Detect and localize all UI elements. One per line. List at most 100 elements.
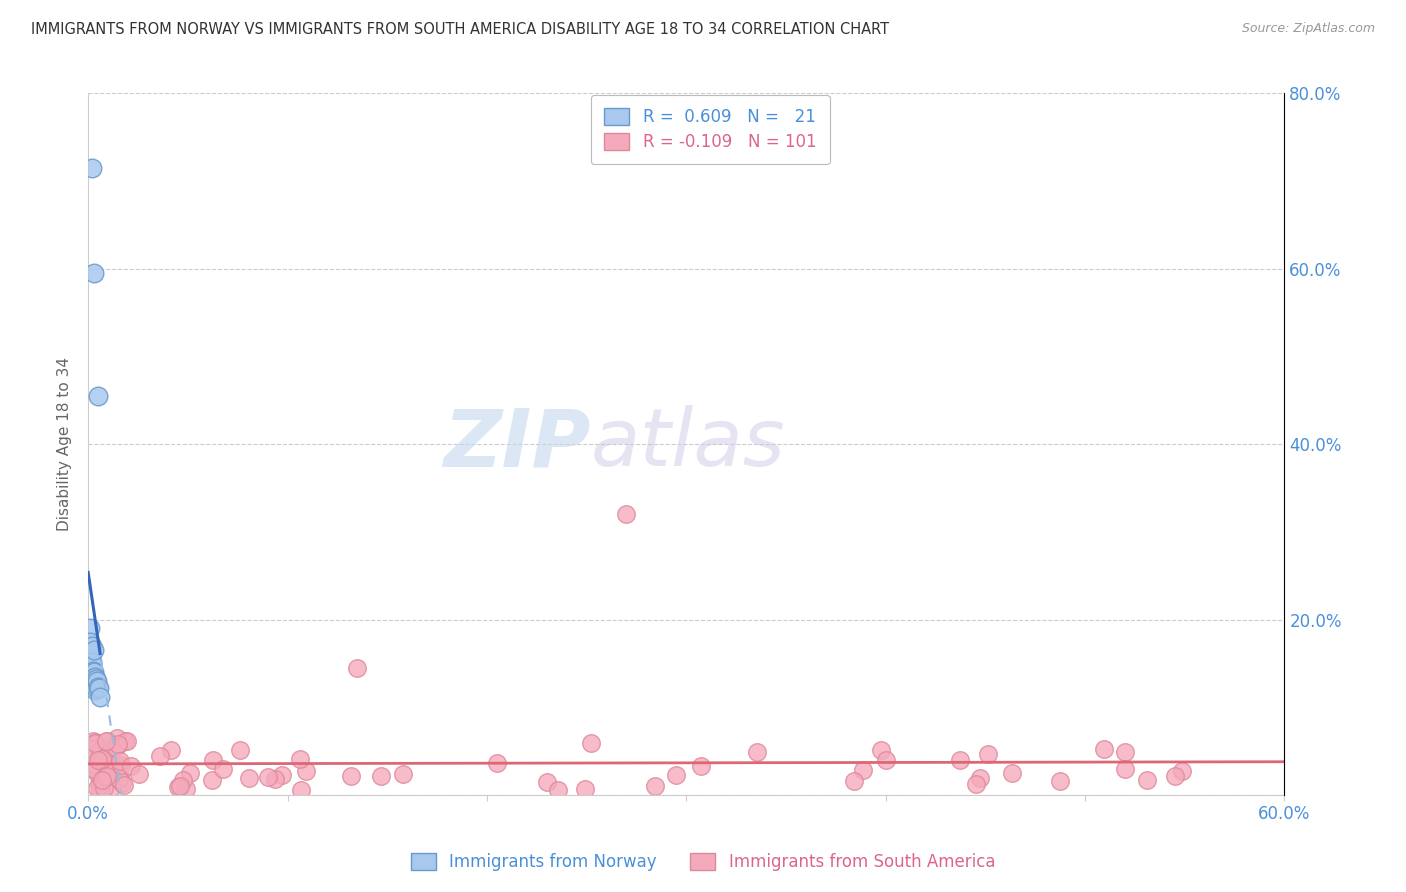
Point <box>112 778 135 792</box>
Point <box>105 766 128 780</box>
Point <box>82 756 104 771</box>
Point <box>89 744 111 758</box>
Point <box>83 266 105 280</box>
Point <box>256 770 278 784</box>
Point <box>80 742 103 756</box>
Point <box>80 652 103 666</box>
Point <box>202 753 225 767</box>
Point <box>288 752 311 766</box>
Point <box>82 734 104 748</box>
Point <box>90 752 112 766</box>
Point <box>100 757 122 772</box>
Point <box>96 769 118 783</box>
Point <box>96 767 118 781</box>
Point <box>1001 765 1024 780</box>
Point <box>1135 772 1157 787</box>
Point <box>94 770 117 784</box>
Point <box>949 753 972 767</box>
Point <box>86 780 108 795</box>
Point <box>290 782 312 797</box>
Point <box>159 743 181 757</box>
Legend: Immigrants from Norway, Immigrants from South America: Immigrants from Norway, Immigrants from … <box>402 845 1004 880</box>
Point <box>94 753 117 767</box>
Point <box>82 664 104 678</box>
Point <box>93 780 115 795</box>
Point <box>665 768 688 782</box>
Point <box>82 655 104 669</box>
Point <box>111 776 134 790</box>
Point <box>90 739 112 753</box>
Point <box>84 736 107 750</box>
Point <box>574 782 596 797</box>
Legend: R =  0.609   N =   21, R = -0.109   N = 101: R = 0.609 N = 21, R = -0.109 N = 101 <box>591 95 830 164</box>
Point <box>166 780 188 794</box>
Point <box>644 779 666 793</box>
Point <box>346 661 368 675</box>
Point <box>1114 762 1136 776</box>
Point <box>90 747 112 762</box>
Point <box>107 738 129 752</box>
Point <box>83 670 105 684</box>
Point <box>101 770 124 784</box>
Point <box>82 672 104 686</box>
Point <box>80 161 103 175</box>
Point <box>79 645 101 659</box>
Point <box>172 773 194 788</box>
Text: atlas: atlas <box>591 405 786 483</box>
Point <box>84 681 107 695</box>
Point <box>339 769 361 783</box>
Point <box>79 634 101 648</box>
Point <box>976 747 998 762</box>
Text: ZIP: ZIP <box>443 405 591 483</box>
Point <box>84 736 107 750</box>
Point <box>370 769 392 783</box>
Point <box>87 681 110 695</box>
Point <box>107 737 129 751</box>
Point <box>100 780 122 795</box>
Point <box>105 731 128 745</box>
Point <box>1114 745 1136 759</box>
Point <box>875 753 897 767</box>
Point <box>238 771 260 785</box>
Y-axis label: Disability Age 18 to 34: Disability Age 18 to 34 <box>58 357 72 532</box>
Point <box>82 740 104 755</box>
Point <box>1049 773 1071 788</box>
Point <box>108 770 131 784</box>
Point <box>547 782 569 797</box>
Point <box>870 743 893 757</box>
Point <box>1092 741 1115 756</box>
Point <box>965 777 987 791</box>
Point <box>844 773 866 788</box>
Point <box>96 756 118 770</box>
Point <box>82 760 104 774</box>
Point <box>107 772 129 786</box>
Text: Source: ZipAtlas.com: Source: ZipAtlas.com <box>1241 22 1375 36</box>
Point <box>392 766 415 780</box>
Point <box>80 639 103 653</box>
Point <box>100 762 122 776</box>
Point <box>83 665 105 680</box>
Point <box>115 734 138 748</box>
Point <box>1171 764 1194 778</box>
Point <box>169 780 191 794</box>
Point <box>90 778 112 792</box>
Point <box>89 690 111 704</box>
Point <box>263 772 285 786</box>
Point <box>80 755 103 769</box>
Point <box>1164 769 1187 783</box>
Point <box>84 673 107 687</box>
Point <box>87 389 110 403</box>
Point <box>96 750 118 764</box>
Point <box>103 764 125 779</box>
Point <box>84 735 107 749</box>
Point <box>87 680 110 694</box>
Point <box>89 776 111 790</box>
Point <box>229 743 252 757</box>
Point <box>86 766 108 780</box>
Point <box>179 766 201 780</box>
Point <box>969 771 991 785</box>
Point <box>83 763 105 777</box>
Text: IMMIGRANTS FROM NORWAY VS IMMIGRANTS FROM SOUTH AMERICA DISABILITY AGE 18 TO 34 : IMMIGRANTS FROM NORWAY VS IMMIGRANTS FRO… <box>31 22 889 37</box>
Point <box>103 740 125 755</box>
Point <box>690 759 713 773</box>
